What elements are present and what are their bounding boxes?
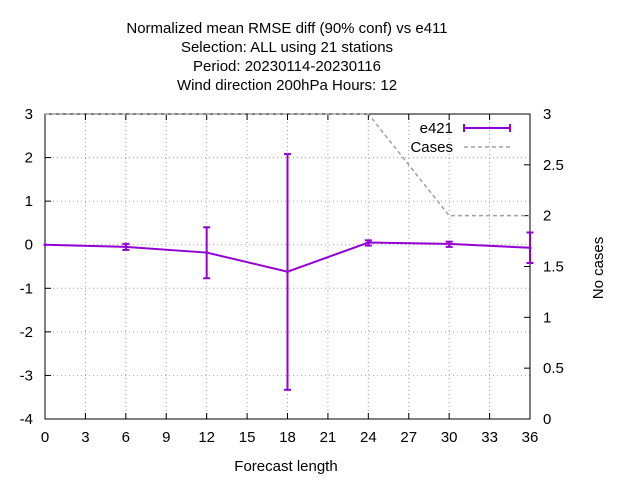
x-tick-label: 15 [239, 429, 256, 446]
x-tick-label: 30 [441, 429, 458, 446]
y-tick-label: -3 [20, 367, 33, 384]
axes: 0 3 6 9 12 15 18 21 24 27 30 33 36-4-3-2-1012300.511… [20, 106, 564, 446]
chart-title: Normalized mean RMSE diff (90% conf) vs … [126, 20, 447, 94]
x-tick-label: 36 [522, 429, 539, 446]
y-tick-label: -2 [20, 324, 33, 341]
data-point [286, 270, 289, 274]
y-tick-label: -4 [20, 411, 33, 428]
data-point [366, 241, 370, 245]
y2-tick-label: 2 [543, 208, 551, 225]
plot-frame [44, 113, 531, 420]
y2-tick-label: 0 [543, 411, 551, 428]
plot-area [43, 113, 534, 391]
data-point [528, 246, 532, 250]
x-axis-label: Forecast length [234, 458, 337, 475]
y-tick-label: 0 [25, 237, 33, 254]
y2-tick-label: 2.5 [543, 157, 564, 174]
x-tick-label: 27 [400, 429, 417, 446]
legend-label: e421 [420, 120, 453, 137]
data-point [447, 242, 451, 246]
x-tick-label: 9 [162, 429, 170, 446]
x-tick-label: 21 [320, 429, 337, 446]
y-tick-label: 2 [25, 150, 33, 167]
y2-axis-label: No cases [590, 237, 607, 300]
x-tick-label: 3 [81, 429, 89, 446]
y-tick-label: 1 [25, 193, 33, 210]
x-tick-label: 33 [481, 429, 498, 446]
y-tick-label: 3 [25, 106, 33, 123]
legend-label: Cases [410, 139, 453, 156]
data-point [124, 245, 128, 249]
series-line-cases [45, 113, 530, 217]
title-line-2: Selection: ALL using 21 stations [181, 39, 393, 56]
x-tick-label: 12 [198, 429, 215, 446]
x-tick-label: 18 [279, 429, 296, 446]
x-tick-label: 6 [122, 429, 130, 446]
x-tick-label: 24 [360, 429, 377, 446]
legend: e421 Cases [410, 120, 511, 156]
y2-tick-label: 0.5 [543, 360, 564, 377]
data-point [43, 243, 47, 247]
title-line-1: Normalized mean RMSE diff (90% conf) vs … [126, 20, 447, 37]
title-line-4: Wind direction 200hPa Hours: 12 [177, 77, 397, 94]
y2-tick-label: 1.5 [543, 259, 564, 276]
y2-tick-label: 1 [543, 309, 551, 326]
x-tick-label: 0 [41, 429, 49, 446]
y2-tick-label: 3 [543, 106, 551, 123]
y-tick-label: -1 [20, 280, 33, 297]
data-point [205, 251, 209, 255]
title-line-3: Period: 20230114-20230116 [193, 58, 381, 75]
